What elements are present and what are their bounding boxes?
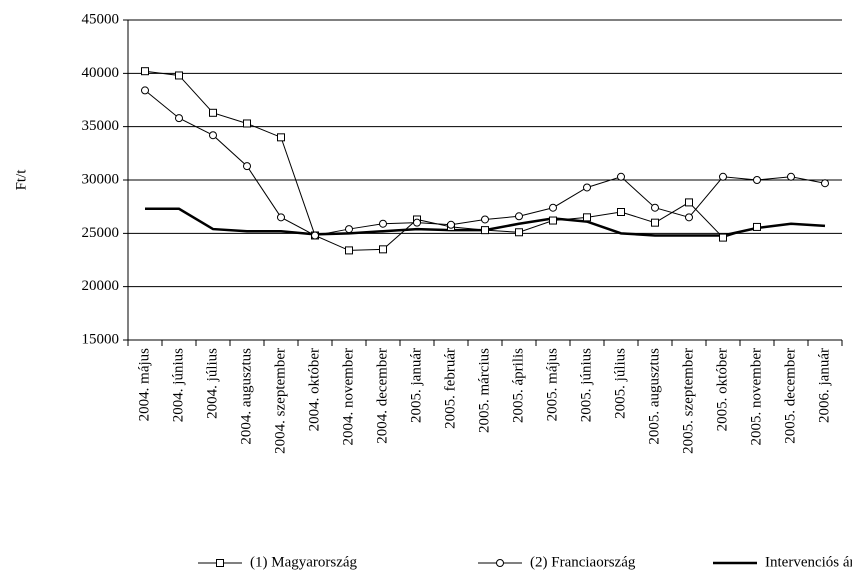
x-tick-label: 2004. május [136, 348, 152, 421]
data-point [345, 246, 353, 255]
data-point [345, 225, 353, 234]
data-point [243, 119, 251, 128]
x-tick-label: 2005. január [408, 348, 424, 423]
y-tick-label: 45000 [82, 11, 120, 27]
data-point [447, 220, 455, 229]
x-tick-label: 2005. július [612, 348, 628, 419]
x-tick-label: 2006. január [816, 348, 832, 423]
x-tick-label: 2005. június [578, 348, 594, 422]
data-point [549, 216, 557, 225]
x-tick-label: 2004. szeptember [272, 348, 288, 454]
data-point [379, 219, 387, 228]
x-tick-label: 2005. február [442, 348, 458, 429]
data-point [277, 213, 285, 222]
x-tick-label: 2004. június [170, 348, 186, 422]
y-tick-label: 25000 [82, 225, 120, 241]
x-tick-label: 2004. október [306, 348, 322, 431]
data-point [719, 172, 727, 181]
data-point [175, 71, 183, 80]
data-point [583, 213, 591, 222]
data-point [753, 176, 761, 184]
legend-label: (2) Franciaország [530, 554, 636, 570]
x-tick-label: 2004. november [340, 348, 356, 445]
data-point [311, 231, 319, 240]
legend-marker [496, 559, 504, 567]
x-tick-label: 2005. október [714, 348, 730, 431]
data-point [481, 215, 489, 224]
y-tick-label: 15000 [82, 331, 120, 347]
data-point [515, 228, 523, 237]
data-point [787, 172, 795, 181]
data-point [719, 233, 727, 242]
legend-marker [216, 559, 224, 567]
data-point [651, 218, 659, 227]
data-point [481, 226, 489, 235]
data-point [379, 245, 387, 254]
legend-label: (1) Magyarország [250, 554, 358, 570]
y-axis-label: Ft/t [13, 169, 29, 191]
data-point [583, 183, 591, 192]
data-point [277, 133, 285, 142]
y-tick-label: 20000 [82, 278, 120, 294]
x-tick-label: 2004. augusztus [238, 348, 254, 445]
y-tick-label: 35000 [82, 118, 120, 134]
legend-label: Intervenciós ár [765, 554, 852, 570]
data-point [175, 114, 183, 123]
data-point [651, 203, 659, 212]
data-point [821, 179, 829, 188]
data-point [243, 162, 251, 171]
data-point [209, 131, 217, 140]
data-point [617, 208, 625, 216]
y-tick-label: 30000 [82, 171, 120, 187]
x-tick-label: 2005. március [476, 348, 492, 433]
x-tick-label: 2005. május [544, 348, 560, 421]
data-point [209, 108, 217, 117]
data-point [413, 218, 421, 227]
data-point [617, 172, 625, 181]
x-tick-label: 2005. november [748, 348, 764, 445]
data-point [549, 203, 557, 212]
data-point [515, 212, 523, 221]
data-point [753, 222, 761, 231]
x-tick-label: 2004. július [204, 348, 220, 419]
y-tick-label: 40000 [82, 65, 120, 81]
data-point [141, 67, 149, 76]
data-point [685, 198, 693, 207]
data-point [141, 86, 149, 95]
x-tick-label: 2005. április [510, 348, 526, 423]
x-tick-label: 2004. december [374, 348, 390, 444]
x-tick-label: 2005. szeptember [680, 348, 696, 454]
x-tick-label: 2005. augusztus [646, 348, 662, 445]
data-point [685, 213, 693, 222]
x-tick-label: 2005. december [782, 348, 798, 444]
